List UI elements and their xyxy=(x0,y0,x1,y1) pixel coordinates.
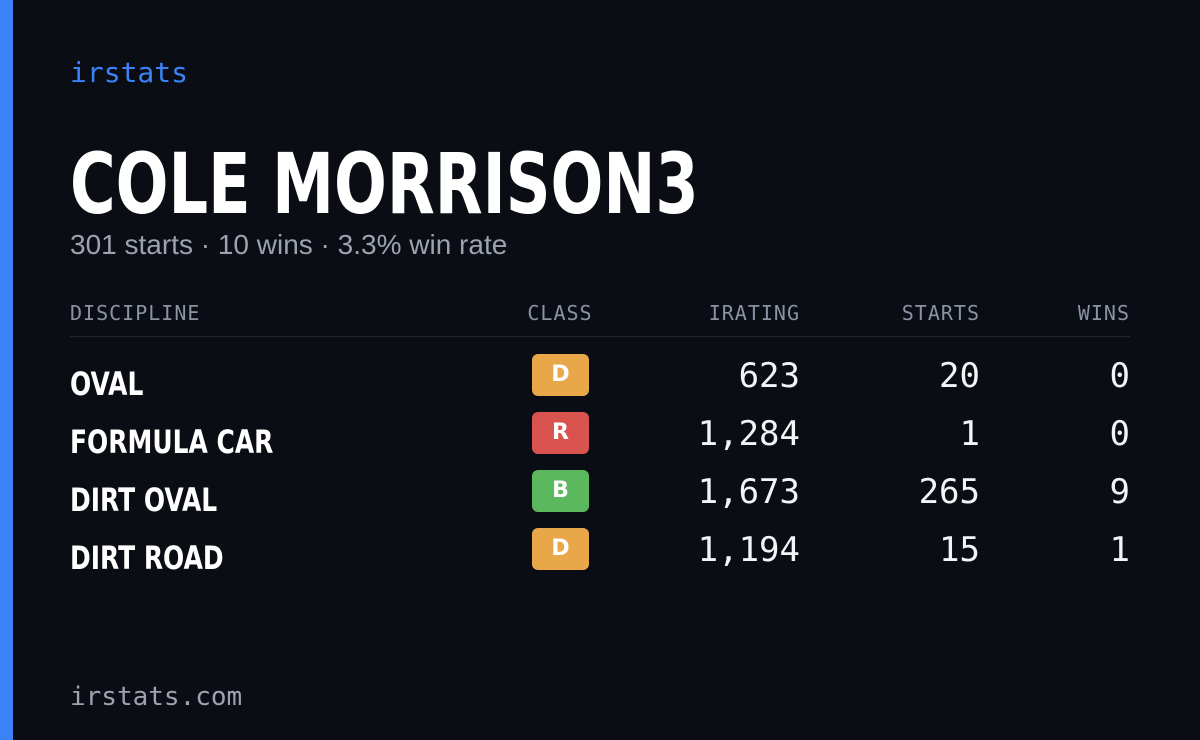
table-row: FORMULA CAR R 1,284 1 0 xyxy=(70,410,1130,468)
wins-value: 0 xyxy=(1109,414,1130,454)
discipline-name: DIRT ROAD xyxy=(70,539,224,577)
class-badge: D xyxy=(532,528,589,570)
table-row: OVAL D 623 20 0 xyxy=(70,352,1130,410)
brand-logo-text: irstats xyxy=(70,56,189,89)
player-name: COLE MORRISON3 xyxy=(70,135,699,233)
header-class: CLASS xyxy=(527,301,593,325)
starts-value: 265 xyxy=(918,472,980,512)
class-badge: B xyxy=(532,470,589,512)
table-row: DIRT OVAL B 1,673 265 9 xyxy=(70,468,1130,526)
wins-value: 9 xyxy=(1109,472,1130,512)
table-header: DISCIPLINE CLASS IRATING STARTS WINS xyxy=(70,300,1130,337)
irating-value: 1,673 xyxy=(697,472,800,512)
starts-value: 1 xyxy=(959,414,980,454)
irating-value: 1,194 xyxy=(697,530,800,570)
class-badge: R xyxy=(532,412,589,454)
wins-value: 1 xyxy=(1109,530,1130,570)
starts-value: 15 xyxy=(939,530,980,570)
discipline-name: DIRT OVAL xyxy=(70,481,218,519)
table-row: DIRT ROAD D 1,194 15 1 xyxy=(70,526,1130,584)
header-discipline: DISCIPLINE xyxy=(70,301,201,325)
irating-value: 1,284 xyxy=(697,414,800,454)
header-starts: STARTS xyxy=(901,301,980,325)
stats-table: OVAL D 623 20 0 FORMULA CAR R 1,284 1 0 … xyxy=(70,352,1130,584)
discipline-name: FORMULA CAR xyxy=(70,423,274,461)
class-badge: D xyxy=(532,354,589,396)
discipline-name: OVAL xyxy=(70,365,144,403)
wins-value: 0 xyxy=(1109,356,1130,396)
header-irating: IRATING xyxy=(708,301,800,325)
irating-value: 623 xyxy=(738,356,800,396)
header-wins: WINS xyxy=(1077,301,1130,325)
accent-bar xyxy=(0,0,13,740)
footer-url: irstats.com xyxy=(70,682,243,712)
player-summary: 301 starts · 10 wins · 3.3% win rate xyxy=(70,229,508,260)
starts-value: 20 xyxy=(939,356,980,396)
